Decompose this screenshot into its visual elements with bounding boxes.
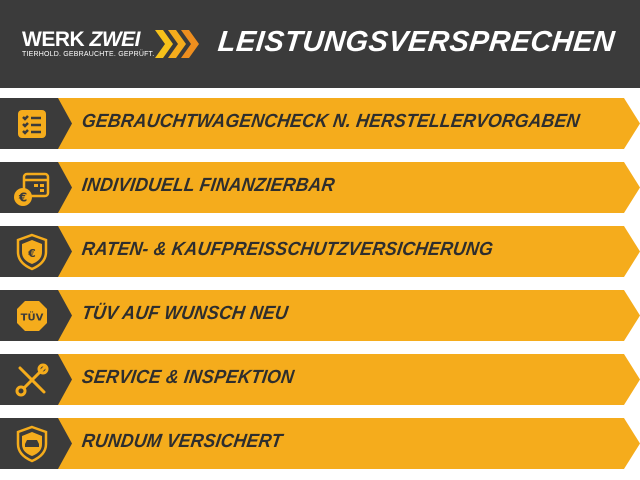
chevrons-icon [155,30,199,58]
svg-text:€: € [18,191,27,205]
tuv-badge-icon: TÜV [17,301,47,331]
list-item: € INDIVIDUELL FINANZIERBAR [0,162,640,213]
list-item: SERVICE & INSPEKTION [0,354,640,405]
brand-tagline: TIERHOLD. GEBRAUCHTE. GEPRÜFT. [22,51,155,58]
item-label: GEBRAUCHTWAGENCHECK N. HERSTELLERVORGABE… [80,111,582,132]
list-item: € RATEN- & KAUFPREISSCHUTZVERSICHERUNG [0,226,640,277]
list-item: TÜV TÜV AUF WUNSCH NEU [0,290,640,341]
tools-icon [15,363,49,397]
svg-text:TÜV: TÜV [21,310,44,324]
calendar-euro-icon: € [14,172,50,206]
item-label: RUNDUM VERSICHERT [80,431,284,452]
shield-car-icon [16,425,48,463]
page-title: LEISTUNGSVERSPRECHEN [216,26,617,58]
item-label: INDIVIDUELL FINANZIERBAR [80,175,337,196]
svg-text:€: € [27,247,36,260]
list-item: RUNDUM VERSICHERT [0,418,640,469]
item-label: SERVICE & INSPEKTION [80,367,296,388]
item-label: TÜV AUF WUNSCH NEU [80,303,290,324]
brand-name: WERK [22,28,85,51]
header: WERK ZWEI TIERHOLD. GEBRAUCHTE. GEPRÜFT.… [0,0,640,88]
list-item: GEBRAUCHTWAGENCHECK N. HERSTELLERVORGABE… [0,98,640,149]
brand-name-2: ZWEI [89,28,141,51]
checklist-icon [18,110,46,138]
shield-euro-icon: € [16,233,48,271]
banner-shape [0,290,640,341]
item-label: RATEN- & KAUFPREISSCHUTZVERSICHERUNG [80,239,495,260]
logo: WERK ZWEI TIERHOLD. GEBRAUCHTE. GEPRÜFT. [22,28,154,58]
